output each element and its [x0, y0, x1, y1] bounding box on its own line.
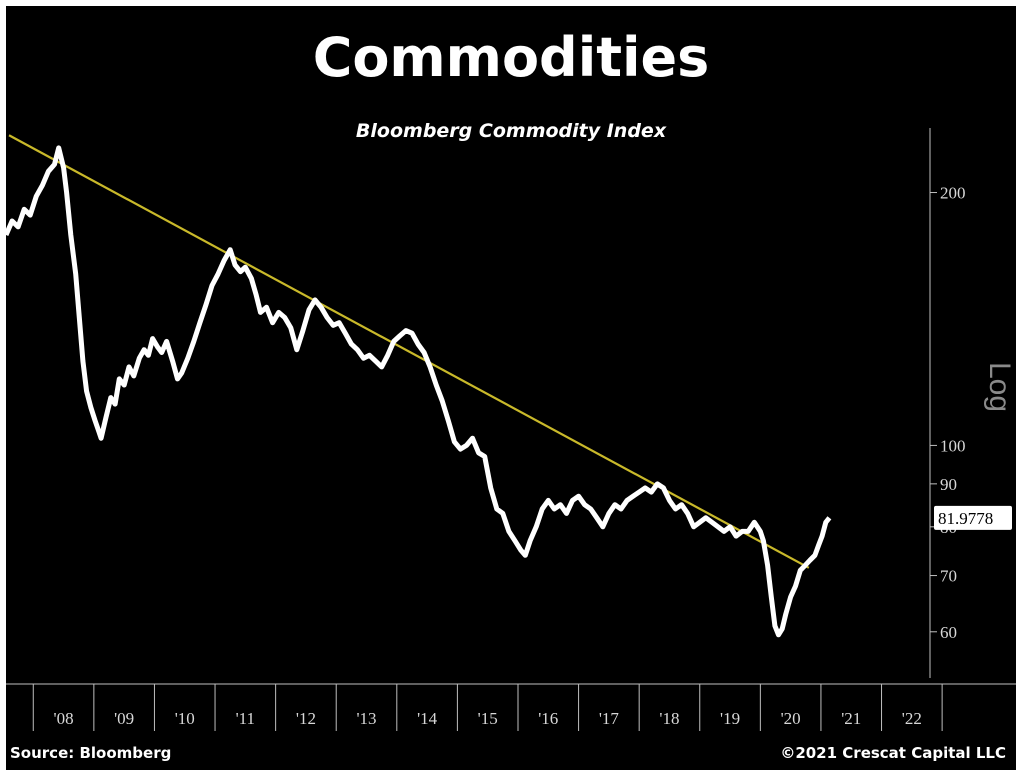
x-tick-label: '19 — [720, 709, 740, 728]
x-axis: '08 '09 '10 '11 '12 '13 '14 '15 '16 '17 '18 '19 '20 '… — [6, 683, 1016, 731]
y-tick-label: 60 — [940, 623, 957, 642]
x-tick-label: '16 — [538, 709, 558, 728]
copyright-note: ©2021 Crescat Capital LLC — [780, 744, 1006, 762]
y-tick-label: 90 — [940, 475, 957, 494]
x-tick-label: '10 — [175, 709, 195, 728]
x-tick-label: '15 — [478, 709, 498, 728]
x-tick-label: '12 — [296, 709, 316, 728]
y-tick-label: 200 — [940, 184, 966, 203]
y-tick-label: 100 — [940, 436, 966, 455]
last-value-text: 81.9778 — [938, 509, 993, 528]
x-tick-label: '18 — [659, 709, 679, 728]
y-tick-label: 70 — [940, 567, 957, 586]
x-tick-label: '20 — [781, 709, 801, 728]
series-line-bloomberg-commodity-index — [6, 145, 832, 638]
last-value-box — [934, 505, 1012, 530]
x-tick-label: '22 — [902, 709, 922, 728]
x-tick-label: '08 — [54, 709, 74, 728]
source-note: Source: Bloomberg — [10, 744, 172, 762]
chart-title: Commodities — [312, 26, 710, 89]
x-tick-label: '21 — [841, 709, 861, 728]
x-tick-label: '09 — [114, 709, 134, 728]
y-axis: 60708090100200 — [929, 128, 966, 678]
chart-subtitle: Bloomberg Commodity Index — [355, 120, 667, 142]
trendline — [8, 134, 810, 569]
x-tick-label: '17 — [599, 709, 620, 728]
chart-panel: '08 '09 '10 '11 '12 '13 '14 '15 '16 '17 '18 '19 '20 '… — [6, 6, 1016, 770]
chart: '08 '09 '10 '11 '12 '13 '14 '15 '16 '17 '18 '19 '20 '… — [6, 128, 1016, 731]
x-tick-label: '11 — [236, 709, 255, 728]
x-tick-label: '13 — [356, 709, 376, 728]
y-scale-label: Log — [983, 362, 1016, 412]
x-tick-label: '14 — [417, 709, 438, 728]
last-value-label: 81.9778 — [934, 505, 1012, 530]
